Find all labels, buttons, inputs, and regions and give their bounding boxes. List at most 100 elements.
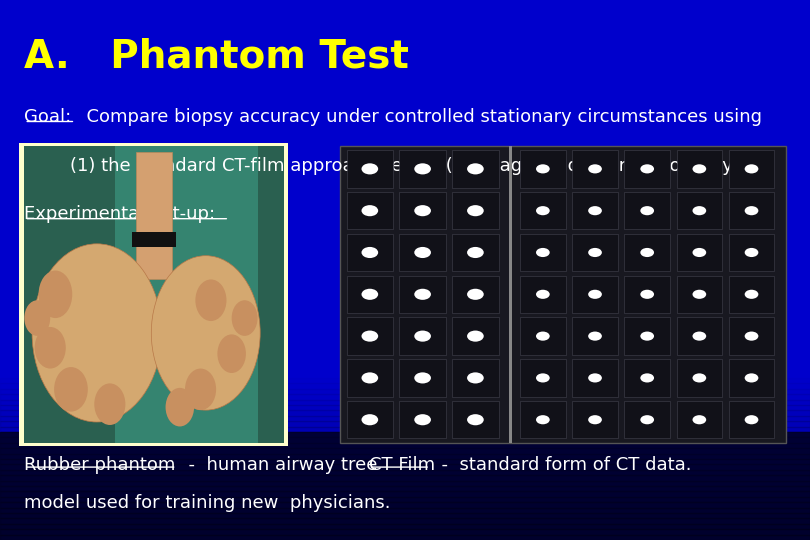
Bar	[729, 234, 774, 271]
Text: A.   Phantom Test: A. Phantom Test	[24, 38, 409, 76]
Bar	[0, 475, 810, 481]
Circle shape	[641, 332, 654, 341]
Ellipse shape	[217, 334, 246, 373]
Bar	[572, 359, 618, 397]
Bar	[729, 359, 774, 397]
Ellipse shape	[54, 367, 87, 411]
Bar	[676, 318, 723, 355]
Bar	[347, 401, 393, 438]
Bar	[115, 146, 258, 443]
Ellipse shape	[24, 300, 50, 336]
Bar	[399, 150, 446, 187]
Bar	[0, 459, 810, 464]
Bar	[572, 150, 618, 187]
Circle shape	[641, 164, 654, 173]
Bar	[399, 192, 446, 230]
Ellipse shape	[151, 255, 260, 410]
Ellipse shape	[195, 280, 227, 321]
Bar	[136, 152, 172, 280]
Bar	[19, 143, 288, 446]
Bar	[729, 192, 774, 230]
Bar	[399, 359, 446, 397]
Bar	[0, 518, 810, 524]
Text: -  standard form of CT data.: - standard form of CT data.	[430, 456, 692, 474]
Bar	[676, 275, 723, 313]
Text: Compare biopsy accuracy under controlled stationary circumstances using: Compare biopsy accuracy under controlled…	[75, 108, 762, 126]
Bar	[520, 192, 565, 230]
Circle shape	[744, 290, 758, 299]
Circle shape	[414, 163, 431, 174]
Circle shape	[414, 247, 431, 258]
Bar	[0, 437, 810, 443]
Bar	[0, 394, 810, 400]
Bar	[572, 318, 618, 355]
Circle shape	[588, 206, 602, 215]
Bar	[452, 401, 499, 438]
Bar	[0, 383, 810, 389]
Ellipse shape	[165, 388, 194, 427]
Bar	[347, 275, 393, 313]
Circle shape	[693, 415, 706, 424]
Text: (1) the standard CT-film approach versus (2) image-guided bronchoscopy.: (1) the standard CT-film approach versus…	[24, 157, 736, 174]
Circle shape	[536, 248, 550, 257]
Bar	[572, 401, 618, 438]
Bar	[520, 150, 565, 187]
Circle shape	[588, 164, 602, 173]
Circle shape	[588, 290, 602, 299]
Text: -  human airway tree: - human airway tree	[177, 456, 377, 474]
Bar	[0, 416, 810, 421]
Circle shape	[693, 248, 706, 257]
Bar	[0, 378, 810, 383]
Bar	[625, 192, 670, 230]
Ellipse shape	[232, 300, 258, 336]
Circle shape	[361, 247, 378, 258]
Bar	[132, 232, 176, 247]
Circle shape	[588, 332, 602, 341]
Bar	[0, 454, 810, 459]
Bar	[676, 359, 723, 397]
Bar	[625, 234, 670, 271]
Text: Goal:: Goal:	[24, 108, 71, 126]
Circle shape	[536, 164, 550, 173]
Bar	[0, 529, 810, 535]
Bar	[0, 443, 810, 448]
Circle shape	[588, 373, 602, 382]
Bar	[399, 234, 446, 271]
Bar	[0, 535, 810, 540]
Bar	[625, 401, 670, 438]
Bar	[729, 150, 774, 187]
Bar	[625, 275, 670, 313]
Bar	[0, 410, 810, 416]
Circle shape	[744, 415, 758, 424]
Bar	[625, 318, 670, 355]
Bar	[0, 405, 810, 410]
Circle shape	[414, 289, 431, 300]
Circle shape	[467, 247, 484, 258]
Bar	[0, 421, 810, 427]
Bar	[676, 401, 723, 438]
Bar	[399, 401, 446, 438]
Bar	[347, 192, 393, 230]
Circle shape	[744, 332, 758, 341]
Circle shape	[414, 414, 431, 426]
Ellipse shape	[35, 327, 66, 368]
Circle shape	[467, 289, 484, 300]
Circle shape	[361, 330, 378, 342]
Circle shape	[536, 332, 550, 341]
Bar	[625, 150, 670, 187]
Bar	[452, 234, 499, 271]
Ellipse shape	[32, 244, 162, 422]
Bar	[520, 359, 565, 397]
Text: CT Film: CT Film	[369, 456, 435, 474]
Circle shape	[467, 373, 484, 383]
Circle shape	[744, 248, 758, 257]
Bar	[520, 275, 565, 313]
Bar	[24, 146, 284, 443]
Bar	[0, 389, 810, 394]
Bar	[0, 481, 810, 486]
Bar	[347, 318, 393, 355]
Circle shape	[467, 414, 484, 426]
Circle shape	[467, 330, 484, 342]
Circle shape	[361, 373, 378, 383]
Bar	[520, 401, 565, 438]
